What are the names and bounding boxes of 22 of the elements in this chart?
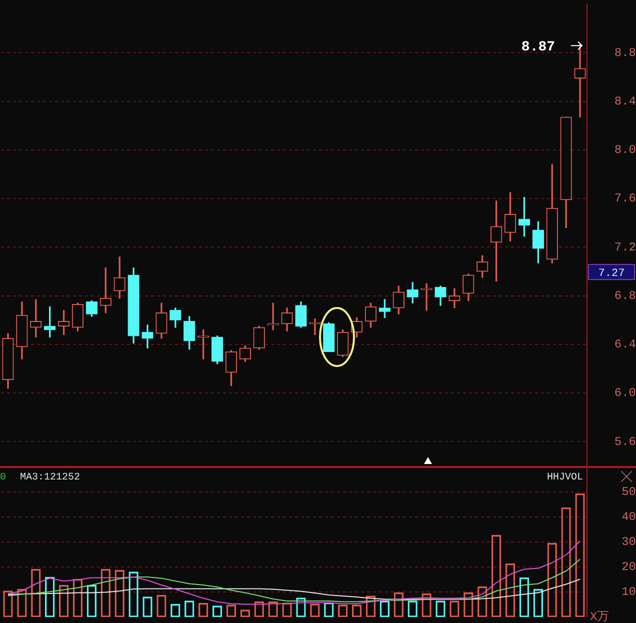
annotation: 0 <box>0 472 6 484</box>
y-tick-label: 6.4 <box>614 338 636 352</box>
y-tick-label: 20 <box>622 560 636 574</box>
annotation: MA3:121252 <box>20 472 80 484</box>
y-tick-label: 7.2 <box>614 240 636 254</box>
y-tick-label: 30 <box>622 535 636 550</box>
y-tick-label: 10 <box>622 585 636 600</box>
candlestick <box>448 288 460 308</box>
y-tick-label: 40 <box>622 510 636 524</box>
y-tick-label: 8.0 <box>614 143 636 158</box>
y-axis-title: X万 <box>590 610 610 623</box>
y-tick-label: 5.6 <box>614 434 636 449</box>
candlestick <box>574 44 586 118</box>
y-tick-label: 8.4 <box>614 94 636 108</box>
text: HHJVOL <box>546 472 583 484</box>
text: 7.27 <box>598 268 625 280</box>
y-tick-label: 7.6 <box>614 192 636 206</box>
annotation: 8.87 <box>521 40 556 56</box>
y-tick-label: 8.8 <box>614 46 636 60</box>
y-tick-label: 6.8 <box>614 288 636 303</box>
y-tick-label: 6.0 <box>614 386 636 400</box>
y-tick-label: 50 <box>622 485 636 500</box>
